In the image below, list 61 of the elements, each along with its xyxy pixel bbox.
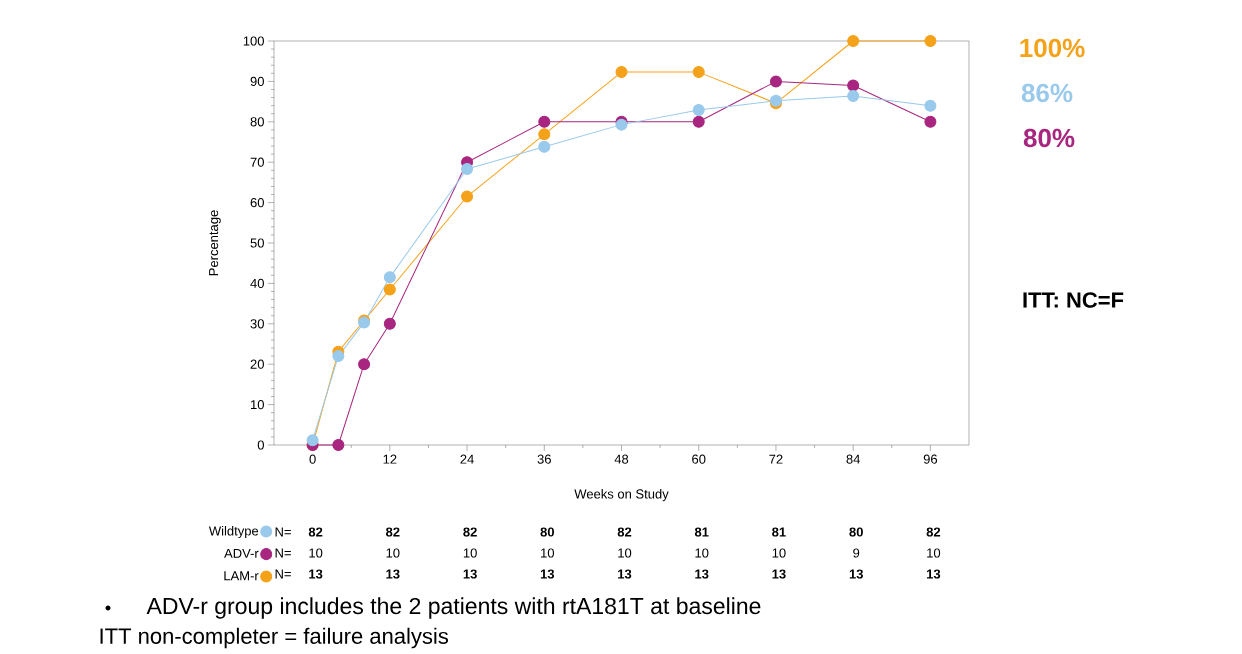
text: N= xyxy=(275,569,291,579)
text: 80 xyxy=(849,527,863,537)
x-tick-label: 24 xyxy=(460,454,474,464)
legend-label: LAM-r xyxy=(224,571,259,581)
text: 81 xyxy=(694,527,709,537)
legend-label: ADV-r xyxy=(224,548,259,558)
text: ITT non-completer = failure analysis xyxy=(100,627,449,649)
text: 13 xyxy=(386,569,400,579)
text: 10 xyxy=(386,548,400,558)
text: 9 xyxy=(853,548,860,558)
text: 86% xyxy=(1021,83,1073,103)
y-tick-label: 90 xyxy=(250,76,264,86)
text: 10 xyxy=(618,548,632,558)
text: 13 xyxy=(849,569,863,579)
x-tick-label: 60 xyxy=(692,454,706,464)
legend-label: Wildtype xyxy=(208,525,259,539)
text: 13 xyxy=(618,569,632,579)
text: 80 xyxy=(540,527,554,537)
x-tick-label: 48 xyxy=(614,454,629,464)
text: 13 xyxy=(540,569,555,579)
y-tick-label: 60 xyxy=(250,197,264,208)
text: 13 xyxy=(927,569,941,579)
text: 10 xyxy=(463,548,477,558)
x-tick-label: 12 xyxy=(383,454,397,464)
text: ADV-r group includes the 2 patients with rtA181T at baseline xyxy=(146,597,761,619)
y-axis-title: Percentage xyxy=(209,210,221,276)
text: 81 xyxy=(772,527,786,537)
x-tick-label: 0 xyxy=(309,454,316,464)
x-tick-label: 84 xyxy=(846,454,861,464)
text: 13 xyxy=(695,569,709,579)
text: N= xyxy=(275,527,291,537)
x-tick-label: 36 xyxy=(537,454,551,464)
y-tick-label: 100 xyxy=(243,36,264,46)
text: 10 xyxy=(927,548,941,558)
x-tick-label: 72 xyxy=(769,454,783,464)
y-tick-label: 10 xyxy=(251,399,264,410)
y-tick-label: 50 xyxy=(250,238,264,248)
y-tick-label: 70 xyxy=(250,157,264,167)
text: 82 xyxy=(617,527,632,537)
text: 82 xyxy=(463,527,477,537)
y-tick-label: 0 xyxy=(257,440,264,450)
y-tick-label: 30 xyxy=(250,319,264,329)
text: 82 xyxy=(385,527,400,537)
text: 10 xyxy=(309,548,323,558)
text: 82 xyxy=(308,527,323,537)
x-tick-label: 96 xyxy=(923,454,938,464)
text: 80% xyxy=(1023,128,1075,148)
y-tick-label: 20 xyxy=(250,359,264,369)
text: 13 xyxy=(772,569,786,579)
text: 13 xyxy=(309,569,323,579)
text: ITT: NC=F xyxy=(1023,292,1124,308)
text: 10 xyxy=(772,548,786,558)
text: 13 xyxy=(463,569,477,579)
text: 100% xyxy=(1020,38,1085,58)
x-axis-title: Weeks on Study xyxy=(574,489,669,502)
text: 10 xyxy=(541,548,555,558)
y-tick-label: 80 xyxy=(250,117,264,127)
text: 82 xyxy=(926,527,941,537)
text: 10 xyxy=(695,548,709,558)
text: N= xyxy=(275,548,291,558)
y-tick-label: 40 xyxy=(250,278,264,288)
